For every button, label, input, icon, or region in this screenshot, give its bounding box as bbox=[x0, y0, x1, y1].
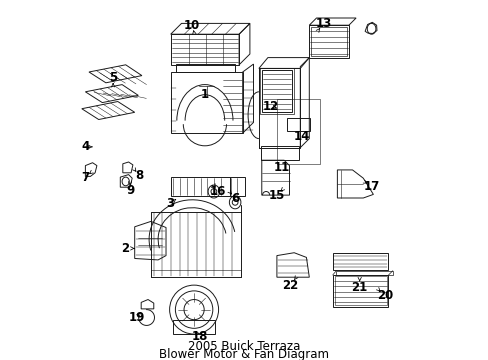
Text: 13: 13 bbox=[315, 17, 331, 30]
Text: Blower Motor & Fan Diagram: Blower Motor & Fan Diagram bbox=[159, 348, 329, 360]
Bar bbox=[230, 177, 244, 196]
Text: 22: 22 bbox=[282, 279, 298, 292]
Text: 10: 10 bbox=[184, 19, 200, 32]
Text: 6: 6 bbox=[231, 192, 239, 205]
Bar bbox=[173, 320, 215, 334]
Text: 14: 14 bbox=[293, 130, 310, 143]
Bar bbox=[176, 64, 235, 72]
Bar bbox=[276, 99, 320, 164]
Text: 1: 1 bbox=[201, 88, 208, 101]
Text: 2: 2 bbox=[121, 242, 129, 255]
Text: 15: 15 bbox=[268, 189, 285, 202]
Text: 11: 11 bbox=[274, 161, 290, 174]
Text: 21: 21 bbox=[351, 281, 367, 294]
Bar bbox=[170, 34, 239, 65]
Text: 5: 5 bbox=[109, 71, 117, 84]
Text: 4: 4 bbox=[81, 140, 89, 153]
Text: 19: 19 bbox=[128, 311, 144, 324]
Bar bbox=[309, 25, 348, 58]
Text: 9: 9 bbox=[125, 184, 134, 197]
Bar bbox=[310, 27, 346, 56]
Bar bbox=[170, 72, 242, 133]
Text: 12: 12 bbox=[262, 100, 278, 113]
Text: 7: 7 bbox=[81, 171, 89, 184]
Bar bbox=[336, 271, 392, 275]
Bar bbox=[332, 275, 387, 307]
Text: 3: 3 bbox=[166, 197, 174, 210]
Text: 8: 8 bbox=[135, 169, 143, 182]
Bar bbox=[258, 68, 300, 148]
Text: 16: 16 bbox=[209, 185, 225, 198]
Bar bbox=[260, 68, 294, 114]
Bar bbox=[334, 276, 386, 305]
Bar bbox=[332, 253, 387, 270]
Bar bbox=[170, 177, 230, 196]
Bar bbox=[261, 70, 292, 112]
Text: 20: 20 bbox=[376, 289, 392, 302]
Text: 17: 17 bbox=[364, 180, 380, 193]
Text: 2005 Buick Terraza: 2005 Buick Terraza bbox=[188, 340, 300, 353]
Bar bbox=[260, 146, 298, 160]
Text: 18: 18 bbox=[191, 330, 207, 343]
Bar bbox=[286, 118, 310, 131]
